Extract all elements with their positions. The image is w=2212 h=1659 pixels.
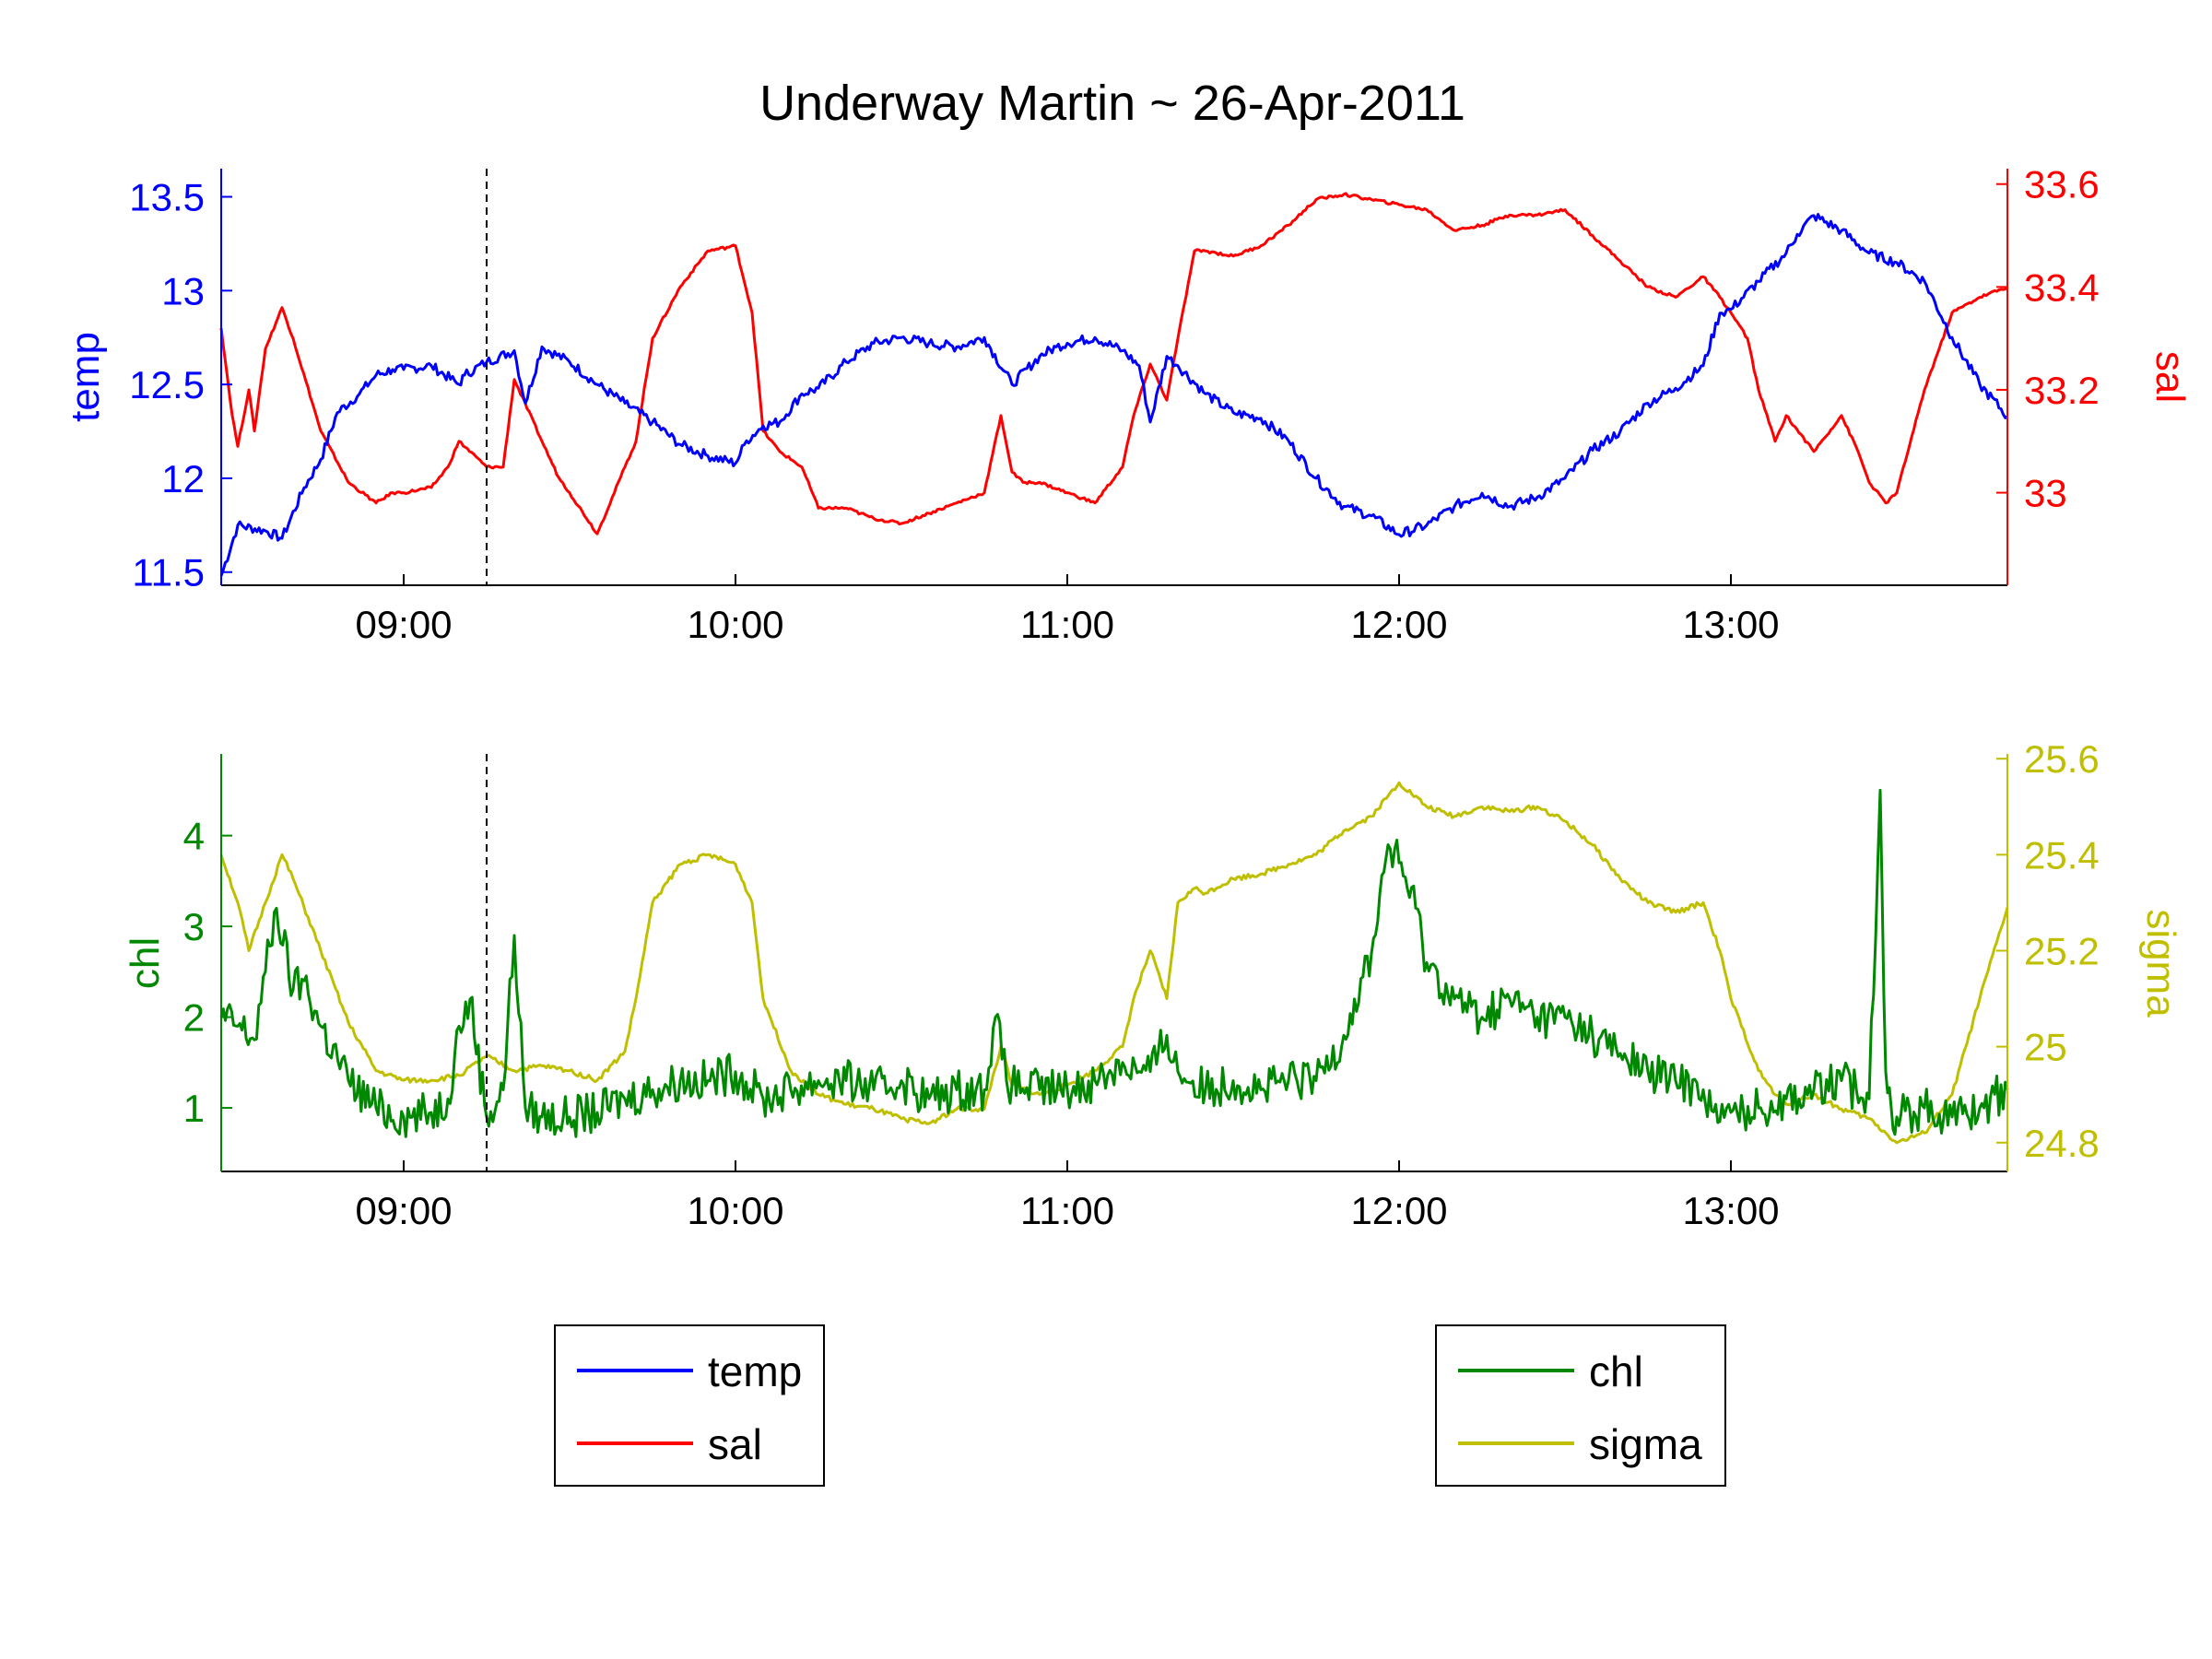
y-tick-label: 11.5 — [132, 551, 205, 594]
y-tick-label: 12 — [161, 457, 205, 500]
legend-label-sal: sal — [708, 1420, 762, 1468]
x-ticks-top: 09:00 10:00 11:00 12:00 13:00 — [355, 574, 1780, 646]
x-tick-label: 11:00 — [1020, 1189, 1114, 1232]
sigma-axis-label: sigma — [2138, 909, 2183, 1018]
y-tick-label: 4 — [183, 815, 205, 858]
series-lines-top — [219, 192, 2009, 577]
y-tick-label: 13 — [161, 269, 205, 312]
chl-sigma-chart: 09:00 10:00 11:00 12:00 13:00 1 2 3 4 24.8 25 25.… — [123, 737, 2183, 1232]
legend-label-sigma: sigma — [1589, 1420, 1702, 1468]
y-tick-label: 13.5 — [129, 176, 205, 219]
plot-area-top — [221, 169, 2007, 585]
y-tick-label: 25.6 — [2024, 737, 2100, 781]
x-tick-label: 11:00 — [1020, 603, 1114, 646]
sigma-ticks: 24.8 25 25.2 25.4 25.6 — [1996, 737, 2100, 1165]
y-tick-label: 25.2 — [2024, 929, 2100, 972]
x-tick-label: 10:00 — [687, 603, 783, 646]
x-tick-label: 12:00 — [1350, 1189, 1447, 1232]
legend-temp-sal: temp sal — [554, 1324, 825, 1487]
y-tick-label: 3 — [183, 905, 205, 948]
series-lines-bottom — [219, 781, 2009, 1145]
chl-axis-label: chl — [123, 937, 168, 989]
y-tick-label: 1 — [183, 1087, 205, 1130]
sal-axis-label: sal — [2147, 351, 2193, 403]
x-tick-label: 13:00 — [1682, 603, 1779, 646]
x-tick-label: 09:00 — [355, 1189, 452, 1232]
y-tick-label: 33.2 — [2024, 369, 2100, 412]
y-tick-label: 25 — [2024, 1026, 2067, 1069]
y-tick-label: 24.8 — [2024, 1122, 2100, 1165]
chl-series-line — [219, 788, 2009, 1138]
x-tick-label: 10:00 — [687, 1189, 783, 1232]
legend-label-chl: chl — [1589, 1347, 1643, 1395]
x-ticks-bottom: 09:00 10:00 11:00 12:00 13:00 — [355, 1160, 1780, 1232]
x-tick-label: 09:00 — [355, 603, 452, 646]
y-tick-label: 33.4 — [2024, 265, 2100, 309]
legend-label-temp: temp — [708, 1347, 802, 1395]
chl-ticks: 1 2 3 4 — [183, 815, 232, 1130]
temp-sal-chart: 09:00 10:00 11:00 12:00 13:00 11.5 12 12.5 13 13… — [63, 163, 2193, 646]
sigma-series-line — [219, 781, 2009, 1145]
temp-ticks: 11.5 12 12.5 13 13.5 — [129, 176, 232, 594]
sal-series-line — [219, 192, 2009, 535]
legend-box — [554, 1324, 825, 1487]
x-tick-label: 12:00 — [1350, 603, 1447, 646]
y-tick-label: 33.6 — [2024, 163, 2100, 206]
y-tick-label: 2 — [183, 996, 205, 1040]
temp-axis-label: temp — [63, 332, 108, 422]
figure-title: Underway Martin ~ 26-Apr-2011 — [759, 76, 1465, 131]
y-tick-label: 12.5 — [129, 363, 205, 406]
temp-series-line — [219, 213, 2008, 577]
legend-chl-sigma: chl sigma — [1435, 1324, 1726, 1487]
sal-ticks: 33 33.2 33.4 33.6 — [1996, 163, 2100, 515]
y-tick-label: 25.4 — [2024, 833, 2100, 877]
legend-box — [1435, 1324, 1726, 1487]
y-tick-label: 33 — [2024, 472, 2067, 515]
x-tick-label: 13:00 — [1682, 1189, 1779, 1232]
